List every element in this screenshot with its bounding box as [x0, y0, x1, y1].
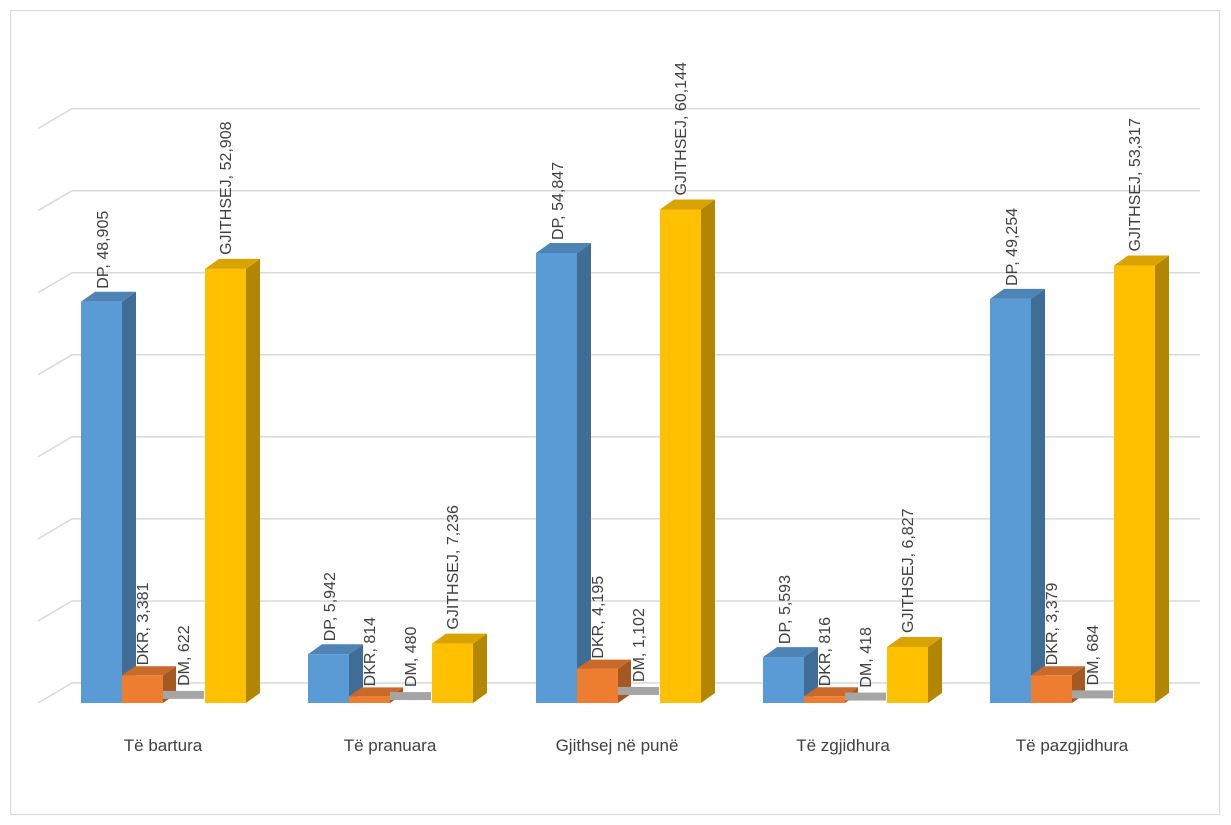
- bar-dm-3: [845, 692, 886, 701]
- data-label-dm-2: DM, 1,102: [631, 608, 648, 682]
- category-label-3: Të zgjidhura: [796, 736, 890, 755]
- data-label-dkr-2: DKR, 4,195: [590, 576, 607, 659]
- gridline: [37, 189, 1200, 212]
- gridline: [37, 600, 1200, 622]
- data-label-gjithsej-4: GJITHSEJ, 53,317: [1127, 118, 1144, 251]
- data-label-gjithsej-3: GJITHSEJ, 6,827: [900, 508, 917, 633]
- category-label-0: Të bartura: [124, 736, 203, 755]
- bar-gjithsej-3: [887, 636, 942, 703]
- bar-dp-1: [308, 644, 363, 703]
- bar-dp-2: [536, 242, 591, 704]
- bar-dp-0: [81, 291, 136, 703]
- gridline: [37, 272, 1200, 294]
- data-label-dkr-1: DKR, 814: [362, 617, 379, 686]
- category-label-1: Të pranuara: [344, 736, 437, 755]
- gridline: [37, 107, 1200, 130]
- bar-gjithsej-2: [660, 199, 715, 703]
- bar-dp-3: [763, 647, 818, 703]
- bars: [81, 199, 1169, 704]
- bar-dkr-2: [577, 659, 631, 703]
- data-label-dkr-0: DKR, 3,381: [135, 582, 152, 665]
- bar-dm-1: [390, 692, 431, 701]
- data-label-dp-2: DP, 54,847: [550, 162, 567, 240]
- bar-dm-4: [1072, 690, 1113, 699]
- data-label-gjithsej-0: GJITHSEJ, 52,908: [218, 121, 235, 254]
- data-label-dkr-4: DKR, 3,379: [1044, 582, 1061, 665]
- gridlines: [37, 107, 1200, 704]
- bar-dp-4: [990, 288, 1045, 703]
- data-label-dp-4: DP, 49,254: [1004, 208, 1021, 286]
- category-label-4: Të pazgjidhura: [1016, 736, 1129, 755]
- bar-gjithsej-0: [205, 258, 260, 703]
- category-labels: Të bartura Të pranuara Gjithsej në punë Të …: [124, 736, 1129, 755]
- data-label-dm-3: DM, 418: [858, 627, 875, 688]
- category-label-2: Gjithsej në punë: [556, 736, 679, 755]
- bar-gjithsej-4: [1114, 255, 1169, 704]
- data-label-dp-3: DP, 5,593: [777, 575, 794, 644]
- bar-gjithsej-1: [432, 633, 487, 703]
- gridline: [37, 354, 1200, 376]
- data-label-dkr-3: DKR, 816: [817, 617, 834, 686]
- data-labels: DP, 48,905 DP, 5,942 DP, 54,847 DP, 5,593 DP…: [95, 62, 1144, 688]
- data-label-dp-0: DP, 48,905: [95, 211, 112, 289]
- data-label-dm-1: DM, 480: [403, 626, 420, 687]
- data-label-gjithsej-1: GJITHSEJ, 7,236: [445, 505, 462, 630]
- data-label-gjithsej-2: GJITHSEJ, 60,144: [673, 62, 690, 195]
- bar-dm-2: [618, 686, 659, 695]
- gridline: [37, 682, 1200, 704]
- bar-dm-0: [163, 690, 204, 699]
- gridline: [37, 518, 1200, 540]
- data-label-dm-4: DM, 684: [1085, 625, 1102, 686]
- data-label-dp-1: DP, 5,942: [322, 572, 339, 641]
- data-label-dm-0: DM, 622: [176, 625, 193, 686]
- gridline: [37, 436, 1200, 458]
